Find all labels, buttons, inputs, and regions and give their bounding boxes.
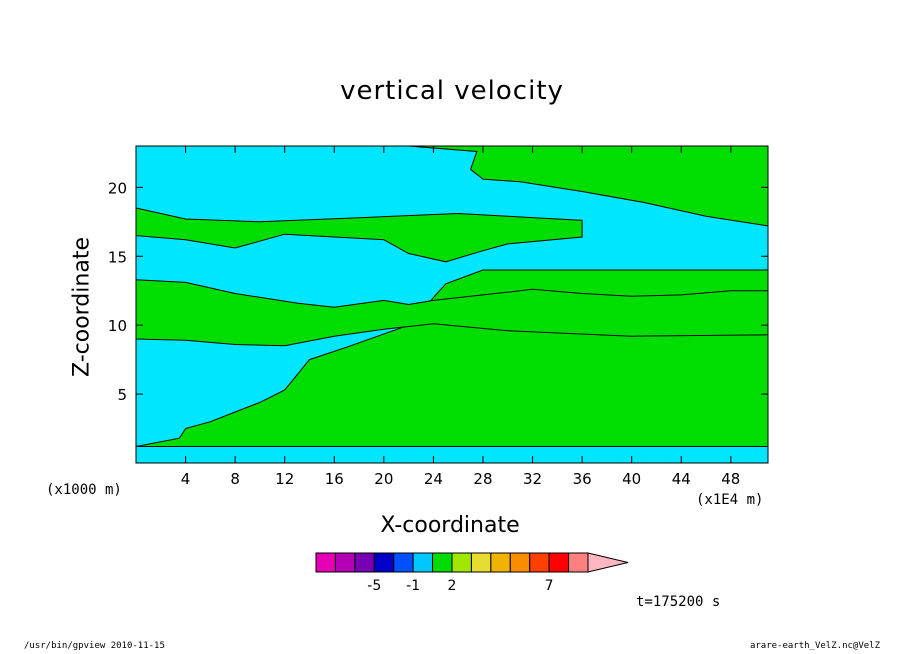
x-tick-label: 44 [672, 470, 691, 488]
time-label: t=175200 s [636, 594, 721, 610]
contour-regions [135, 145, 769, 463]
colorbar: -5 -1 2 7 [315, 552, 629, 594]
colorbar-swatch [315, 552, 336, 573]
colorbar-swatch [334, 552, 356, 573]
colorbar-label: 2 [448, 578, 457, 594]
x-tick-label: 20 [374, 470, 393, 488]
colorbar-swatch [412, 552, 434, 573]
colorbar-swatch [548, 552, 570, 573]
chart-title: vertical velocity [340, 76, 564, 106]
colorbar-label: -1 [406, 578, 420, 594]
colorbar-swatch [509, 552, 531, 573]
x-tick-label: 36 [573, 470, 592, 488]
colorbar-arrow [587, 552, 629, 573]
colorbar-swatch [490, 552, 511, 573]
y-axis-unit: (x1000 m) [46, 482, 122, 498]
contour-region-3 [135, 279, 769, 347]
colorbar-swatch [451, 552, 472, 573]
contour-region-2 [135, 207, 583, 263]
x-tick-label: 12 [275, 470, 294, 488]
x-axis-unit: (x1E4 m) [696, 492, 764, 508]
x-tick-label: 28 [473, 470, 492, 488]
colorbar-label: -5 [367, 578, 381, 594]
colorbar-swatch [470, 552, 492, 573]
colorbar-label: 7 [545, 578, 554, 594]
colorbar-swatch [529, 552, 550, 573]
x-tick-label: 40 [622, 470, 641, 488]
colorbar-swatch [432, 552, 453, 573]
y-tick-label: 10 [108, 317, 127, 335]
footer-program-date: /usr/bin/gpview 2010-11-15 [24, 641, 165, 651]
x-tick-label: 48 [721, 470, 740, 488]
y-tick-label: 5 [117, 386, 127, 404]
colorbar-swatch [373, 552, 395, 573]
colorbar-swatch [354, 552, 375, 573]
x-axis-label: X-coordinate [380, 513, 520, 538]
x-tick-label: 16 [325, 470, 344, 488]
x-tick-label: 8 [230, 470, 240, 488]
y-tick-label: 15 [108, 248, 127, 266]
x-tick-label: 32 [523, 470, 542, 488]
colorbar-swatch [393, 552, 414, 573]
plot-frame [135, 145, 769, 464]
footer-file-variable: arare-earth_VelZ.nc@VelZ [749, 641, 880, 651]
colorbar-swatch [568, 552, 589, 573]
y-axis-label: Z-coordinate [69, 237, 95, 377]
x-tick-label: 4 [181, 470, 191, 488]
y-tick-label: 20 [108, 179, 127, 197]
x-tick-label: 24 [424, 470, 443, 488]
